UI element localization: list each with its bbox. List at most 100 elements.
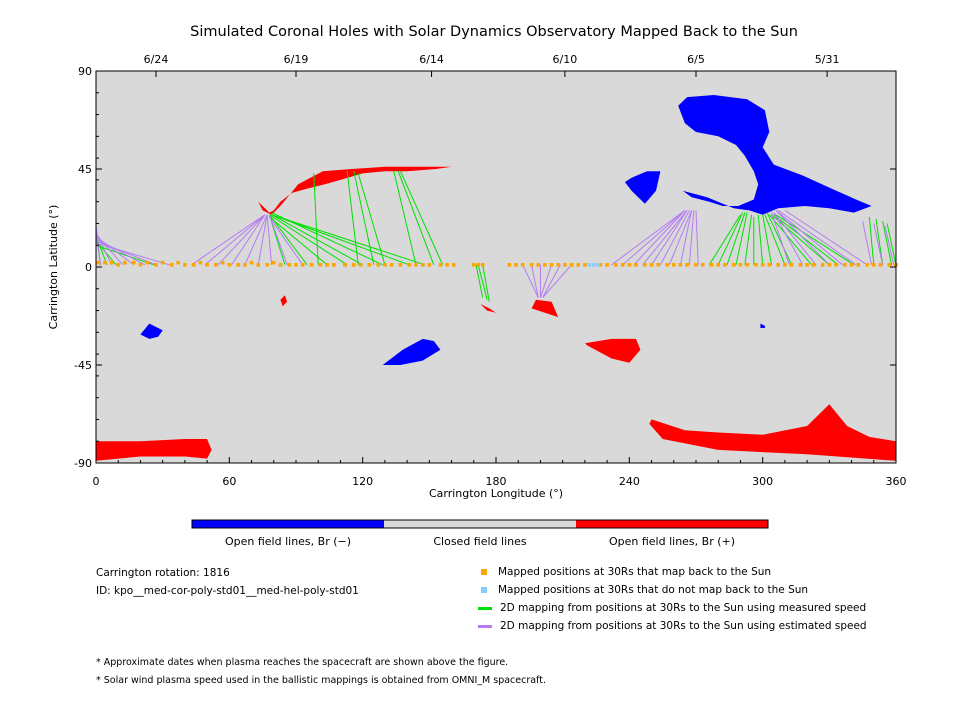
legend-not-mapped-swatch bbox=[481, 587, 487, 593]
model-id: ID: kpo__med-cor-poly-std01__med-hel-pol… bbox=[96, 585, 359, 597]
mapped-point-72 bbox=[665, 263, 669, 267]
mapped-point-3 bbox=[116, 263, 121, 267]
estimated-mapping-line-11 bbox=[244, 214, 268, 266]
estimated-mapping-line-21 bbox=[542, 264, 572, 298]
coronal-hole-negative-0 bbox=[678, 95, 872, 215]
mapped-point-73 bbox=[671, 263, 676, 267]
y-tick-label-0: 0 bbox=[85, 261, 92, 274]
estimated-mapping-line-25 bbox=[642, 210, 688, 266]
estimated-mapping-line-5 bbox=[95, 240, 157, 266]
measured-mapping-line-25 bbox=[735, 212, 748, 265]
coronal-hole-positive-9 bbox=[531, 299, 559, 318]
estimated-mapping-line-29 bbox=[679, 210, 693, 265]
mapped-point-12 bbox=[183, 263, 187, 267]
measured-mapping-line-36 bbox=[868, 216, 875, 265]
carrington-rotation: Carrington rotation: 1816 bbox=[96, 567, 230, 579]
mapped-point-70 bbox=[649, 263, 654, 267]
y-axis: 90 45 0 -45 -90 bbox=[74, 65, 896, 470]
colorbar-frame bbox=[191, 519, 769, 529]
y-tick-label--90: -90 bbox=[74, 457, 92, 470]
mapped-point-23 bbox=[265, 263, 269, 267]
mapped-point-10 bbox=[169, 263, 174, 267]
unmapped-point-1 bbox=[591, 263, 596, 267]
mapped-point-91 bbox=[805, 263, 809, 267]
mapped-point-90 bbox=[798, 263, 803, 267]
mapped-point-29 bbox=[309, 263, 314, 267]
measured-mapping-line-23 bbox=[717, 212, 744, 266]
mapped-point-26 bbox=[287, 263, 292, 267]
measured-mapping-line-32 bbox=[768, 214, 812, 266]
measured-mapping-line-30 bbox=[764, 214, 786, 266]
mapped-point-98 bbox=[856, 263, 861, 267]
x-tick-label-60: 60 bbox=[222, 475, 236, 488]
mapped-point-100 bbox=[871, 263, 876, 267]
mapped-point-63 bbox=[598, 263, 603, 267]
mapped-point-9 bbox=[160, 260, 165, 265]
mapped-point-62 bbox=[583, 263, 587, 267]
estimated-mapping-line-6 bbox=[95, 242, 170, 266]
mapped-point-32 bbox=[331, 263, 336, 267]
estimated-mapping-line-16 bbox=[522, 264, 539, 298]
mapped-point-31 bbox=[325, 263, 329, 267]
measured-mapping-line-16 bbox=[393, 171, 417, 265]
measured-mapping-line-12 bbox=[313, 173, 319, 265]
measured-mapping-line-13 bbox=[346, 171, 359, 265]
mapped-point-74 bbox=[678, 263, 683, 267]
mapped-point-44 bbox=[427, 263, 432, 267]
mapped-point-46 bbox=[445, 263, 449, 267]
coronal-hole-positive-11 bbox=[280, 295, 288, 307]
estimated-mapping-line-37 bbox=[777, 209, 857, 266]
mapped-point-22 bbox=[256, 263, 261, 267]
estimated-mapping-line-14 bbox=[268, 214, 288, 265]
date-tick-label-6/19: 6/19 bbox=[284, 53, 309, 66]
measured-mapping-line-20 bbox=[477, 264, 488, 300]
measured-mapping-line-14 bbox=[353, 171, 375, 265]
measured-mapping-line-33 bbox=[771, 214, 830, 266]
estimated-mapping-line-20 bbox=[542, 264, 561, 298]
mapped-point-57 bbox=[549, 263, 554, 267]
estimated-mapping-line-35 bbox=[775, 210, 830, 266]
mapped-point-39 bbox=[389, 263, 394, 267]
mapped-point-37 bbox=[376, 263, 381, 267]
measured-mapping-line-7 bbox=[269, 214, 348, 266]
mapped-point-93 bbox=[820, 263, 825, 267]
mapped-point-71 bbox=[656, 263, 661, 267]
date-axis: 6/24 6/19 6/14 6/10 6/5 5/31 bbox=[144, 53, 839, 77]
mapped-point-68 bbox=[634, 263, 638, 267]
mapped-point-19 bbox=[236, 263, 241, 267]
mapped-point-101 bbox=[878, 263, 883, 267]
mapped-point-0 bbox=[96, 260, 101, 265]
legend-not-mapped: Mapped positions at 30Rs that do not map… bbox=[478, 584, 808, 596]
coronal-hole-negative-4 bbox=[760, 323, 765, 328]
colorbar-negative bbox=[192, 520, 384, 528]
estimated-mapping-line-22 bbox=[611, 209, 686, 266]
mapped-point-24 bbox=[271, 260, 276, 265]
measured-mapping-line-18 bbox=[399, 170, 444, 266]
estimated-mapping-line-15 bbox=[268, 216, 304, 266]
mapped-point-4 bbox=[123, 260, 127, 265]
mapped-point-43 bbox=[420, 263, 425, 267]
estimated-mapping-line-30 bbox=[688, 210, 695, 265]
estimated-mapping-line-26 bbox=[651, 210, 688, 266]
mapped-point-95 bbox=[834, 263, 838, 267]
mapped-point-20 bbox=[243, 263, 247, 267]
mapped-point-65 bbox=[614, 263, 618, 267]
x-tick-label-120: 120 bbox=[352, 475, 373, 488]
measured-mapping-line-15 bbox=[357, 173, 386, 265]
estimated-mapping-line-32 bbox=[771, 212, 790, 265]
colorbar-negative-label: Open field lines, Br (−) bbox=[225, 535, 351, 548]
mapped-point-69 bbox=[643, 263, 647, 267]
measured-mapping-line-19 bbox=[475, 264, 484, 298]
estimated-mapping-line-3 bbox=[95, 236, 135, 266]
mapped-point-96 bbox=[843, 263, 847, 267]
mapped-point-79 bbox=[716, 263, 721, 267]
mapped-point-87 bbox=[776, 263, 781, 267]
coronal-hole-negative-3 bbox=[140, 323, 163, 339]
legend-measured: 2D mapping from positions at 30Rs to the… bbox=[478, 602, 866, 614]
mapped-point-58 bbox=[556, 263, 561, 267]
mapped-point-64 bbox=[605, 263, 609, 267]
mapped-point-40 bbox=[398, 263, 403, 267]
unmapped-point-0 bbox=[587, 263, 592, 267]
date-tick-label-6/24: 6/24 bbox=[144, 53, 169, 66]
mapped-point-7 bbox=[145, 260, 149, 265]
